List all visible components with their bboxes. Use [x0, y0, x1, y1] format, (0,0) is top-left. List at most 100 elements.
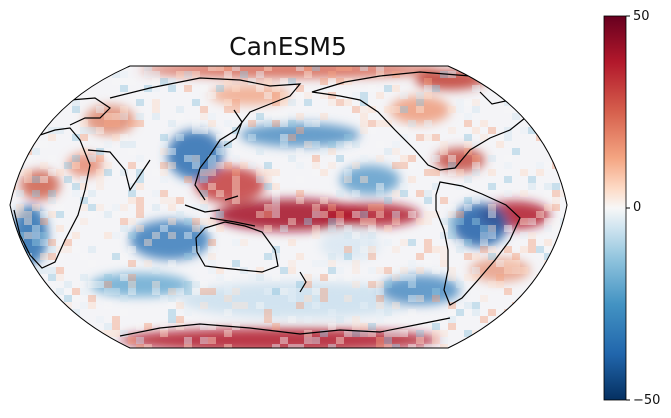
grid-cell	[280, 92, 288, 99]
grid-cell	[264, 204, 272, 211]
grid-cell	[288, 134, 296, 141]
grid-cell	[192, 71, 200, 78]
grid-cell	[400, 274, 408, 281]
grid-cell	[296, 344, 304, 348]
grid-cell	[56, 302, 64, 309]
grid-cell	[456, 99, 464, 106]
grid-cell	[432, 337, 440, 344]
grid-cell	[432, 169, 440, 176]
grid-cell	[448, 225, 456, 232]
grid-cell	[376, 316, 384, 323]
grid-cell	[16, 260, 24, 267]
anomaly-patch	[120, 328, 440, 348]
grid-cell	[304, 141, 312, 148]
grid-cell	[504, 106, 512, 113]
grid-cell	[112, 253, 120, 260]
grid-cell	[280, 288, 288, 295]
grid-cell	[224, 127, 232, 134]
grid-cell	[416, 190, 424, 197]
grid-cell	[152, 99, 160, 106]
grid-cell	[56, 274, 64, 281]
grid-cell	[200, 197, 208, 204]
grid-cell	[208, 120, 216, 127]
grid-cell	[120, 134, 128, 141]
grid-cell	[160, 134, 168, 141]
grid-cell	[360, 239, 368, 246]
grid-cell	[168, 302, 176, 309]
grid-cell	[96, 176, 104, 183]
grid-cell	[120, 274, 128, 281]
grid-cell	[304, 66, 312, 71]
grid-cell	[568, 295, 576, 302]
grid-cell	[472, 141, 480, 148]
grid-cell	[512, 344, 520, 348]
grid-cell	[184, 288, 192, 295]
grid-cell	[536, 66, 544, 71]
grid-cell	[376, 120, 384, 127]
grid-cell	[112, 66, 120, 71]
grid-cell	[336, 211, 344, 218]
grid-cell	[280, 337, 288, 344]
grid-cell	[464, 113, 472, 120]
grid-cell	[488, 183, 496, 190]
grid-cell	[416, 92, 424, 99]
grid-cell	[368, 232, 376, 239]
grid-cell	[96, 204, 104, 211]
grid-cell	[552, 225, 560, 232]
grid-cell	[16, 92, 24, 99]
grid-cell	[552, 295, 560, 302]
grid-cell	[152, 113, 160, 120]
grid-cell	[176, 288, 184, 295]
grid-cell	[32, 204, 40, 211]
grid-cell	[272, 113, 280, 120]
grid-cell	[112, 120, 120, 127]
grid-cell	[10, 309, 16, 316]
grid-cell	[296, 113, 304, 120]
grid-cell	[448, 127, 456, 134]
grid-cell	[568, 148, 576, 155]
grid-cell	[296, 127, 304, 134]
grid-cell	[336, 190, 344, 197]
grid-cell	[352, 141, 360, 148]
grid-cell	[16, 302, 24, 309]
grid-cell	[504, 190, 512, 197]
grid-cell	[40, 176, 48, 183]
grid-cell	[144, 260, 152, 267]
grid-cell	[432, 134, 440, 141]
grid-cell	[64, 295, 72, 302]
grid-cell	[448, 204, 456, 211]
grid-cell	[208, 323, 216, 330]
grid-cell	[488, 309, 496, 316]
grid-cell	[272, 309, 280, 316]
grid-cell	[168, 309, 176, 316]
grid-cell	[64, 162, 72, 169]
grid-cell	[48, 71, 56, 78]
grid-cell	[264, 309, 272, 316]
grid-cell	[520, 169, 528, 176]
grid-cell	[344, 330, 352, 337]
grid-cell	[536, 211, 544, 218]
grid-cell	[160, 225, 168, 232]
grid-cell	[160, 176, 168, 183]
grid-cell	[200, 190, 208, 197]
grid-cell	[10, 92, 16, 99]
grid-cell	[432, 323, 440, 330]
grid-cell	[360, 127, 368, 134]
anomaly-patch	[215, 199, 365, 231]
grid-cell	[40, 211, 48, 218]
grid-cell	[472, 155, 480, 162]
grid-cell	[272, 99, 280, 106]
grid-cell	[240, 239, 248, 246]
grid-cell	[136, 99, 144, 106]
grid-cell	[440, 148, 448, 155]
grid-cell	[400, 127, 408, 134]
grid-cell	[160, 169, 168, 176]
grid-cell	[496, 141, 504, 148]
grid-cell	[232, 197, 240, 204]
grid-cell	[472, 99, 480, 106]
grid-cell	[392, 344, 400, 348]
grid-cell	[408, 295, 416, 302]
grid-cell	[288, 78, 296, 85]
grid-cell	[208, 288, 216, 295]
grid-cell	[336, 218, 344, 225]
